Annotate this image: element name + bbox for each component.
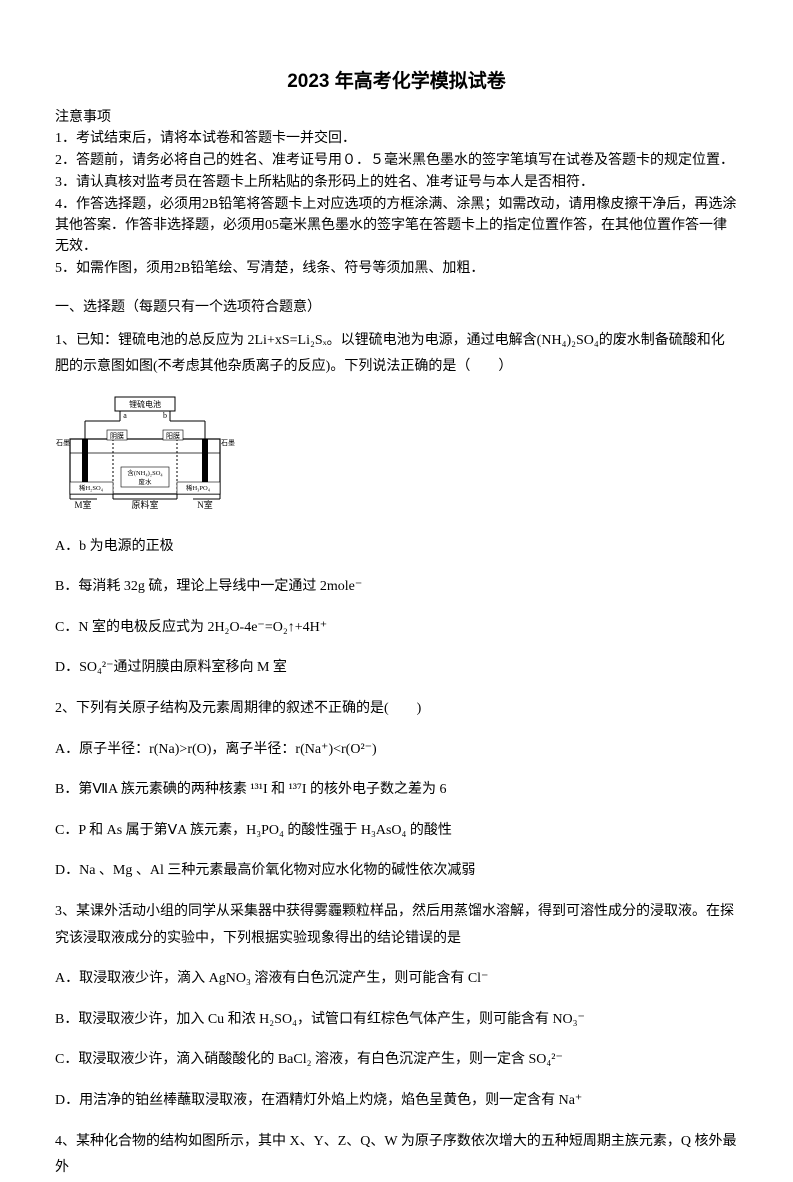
diagram-room-m: M室 xyxy=(74,499,91,510)
q2-option-c: C．P 和 As 属于第ⅤA 族元素，H₃PO₄ 的酸性强于 H₃AsO₄ 的酸… xyxy=(55,818,738,845)
diagram-right-electrode: 石墨 xyxy=(221,439,235,447)
diagram-terminal-b: b xyxy=(163,411,167,420)
diagram-membrane-anode: 阳膜 xyxy=(166,431,180,440)
q1-option-c: C．N 室的电极反应式为 2H₂O-4e⁻=O₂↑+4H⁺ xyxy=(55,615,738,642)
notice-5: 5．如需作图，须用2B铅笔绘、写清楚，线条、符号等须加黑、加粗． xyxy=(55,258,738,279)
section-1-title: 一、选择题（每题只有一个选项符合题意） xyxy=(55,297,738,318)
diagram-membrane-cathode: 阴膜 xyxy=(110,431,124,440)
q2-option-d: D．Na 、Mg 、Al 三种元素最高价氧化物对应水化物的碱性依次减弱 xyxy=(55,858,738,885)
q1-option-b: B．每消耗 32g 硫，理论上导线中一定通过 2mole⁻ xyxy=(55,574,738,601)
diagram-room-center: 原料室 xyxy=(131,499,158,510)
q3-option-c: C．取浸取液少许，滴入硝酸酸化的 BaCl₂ 溶液，有白色沉淀产生，则一定含 S… xyxy=(55,1047,738,1074)
diagram-left-liquid: 稀H₂SO₄ xyxy=(79,483,104,492)
q2-stem: 2、下列有关原子结构及元素周期律的叙述不正确的是( ) xyxy=(55,696,738,723)
q1-option-a: A．b 为电源的正极 xyxy=(55,534,738,561)
q1-option-d: D．SO₄²⁻通过阴膜由原料室移向 M 室 xyxy=(55,655,738,682)
q1-stem: 1、已知：锂硫电池的总反应为 2Li+xS=Li₂Sₓ。以锂硫电池为电源，通过电… xyxy=(55,328,738,381)
q4-stem: 4、某种化合物的结构如图所示，其中 X、Y、Z、Q、W 为原子序数依次增大的五种… xyxy=(55,1129,738,1182)
notice-4: 4．作答选择题，必须用2B铅笔将答题卡上对应选项的方框涂满、涂黑；如需改动，请用… xyxy=(55,194,738,257)
diagram-left-electrode: 石墨 xyxy=(56,439,70,447)
q1-diagram: 锂硫电池 a b 阴膜 阳膜 石墨 石墨 稀H₂SO₄ 含(NH₄)₂SO₄ 废… xyxy=(55,395,738,520)
diagram-center-liquid-1: 含(NH₄)₂SO₄ xyxy=(127,468,163,477)
diagram-terminal-a: a xyxy=(123,411,127,420)
notice-2: 2．答题前，请务必将自己的姓名、准考证号用０．５毫米黑色墨水的签字笔填写在试卷及… xyxy=(55,150,738,171)
q2-option-b: B．第ⅦA 族元素碘的两种核素 ¹³¹I 和 ¹³⁷I 的核外电子数之差为 6 xyxy=(55,777,738,804)
q3-option-b: B．取浸取液少许，加入 Cu 和浓 H₂SO₄，试管口有红棕色气体产生，则可能含… xyxy=(55,1007,738,1034)
diagram-room-n: N室 xyxy=(197,499,213,510)
exam-title: 2023 年高考化学模拟试卷 xyxy=(55,68,738,97)
diagram-right-liquid: 稀H₃PO₄ xyxy=(186,483,211,492)
q2-option-a: A．原子半径：r(Na)>r(O)，离子半径：r(Na⁺)<r(O²⁻) xyxy=(55,737,738,764)
diagram-battery-label: 锂硫电池 xyxy=(129,399,161,409)
q3-stem: 3、某课外活动小组的同学从采集器中获得雾霾颗粒样品，然后用蒸馏水溶解，得到可溶性… xyxy=(55,899,738,952)
notice-header: 注意事项 xyxy=(55,107,738,128)
notice-3: 3．请认真核对监考员在答题卡上所粘贴的条形码上的姓名、准考证号与本人是否相符． xyxy=(55,172,738,193)
q3-option-a: A．取浸取液少许，滴入 AgNO₃ 溶液有白色沉淀产生，则可能含有 Cl⁻ xyxy=(55,966,738,993)
q3-option-d: D．用洁净的铂丝棒蘸取浸取液，在酒精灯外焰上灼烧，焰色呈黄色，则一定含有 Na⁺ xyxy=(55,1088,738,1115)
diagram-center-liquid-2: 废水 xyxy=(139,477,153,486)
notice-1: 1．考试结束后，请将本试卷和答题卡一并交回． xyxy=(55,128,738,149)
